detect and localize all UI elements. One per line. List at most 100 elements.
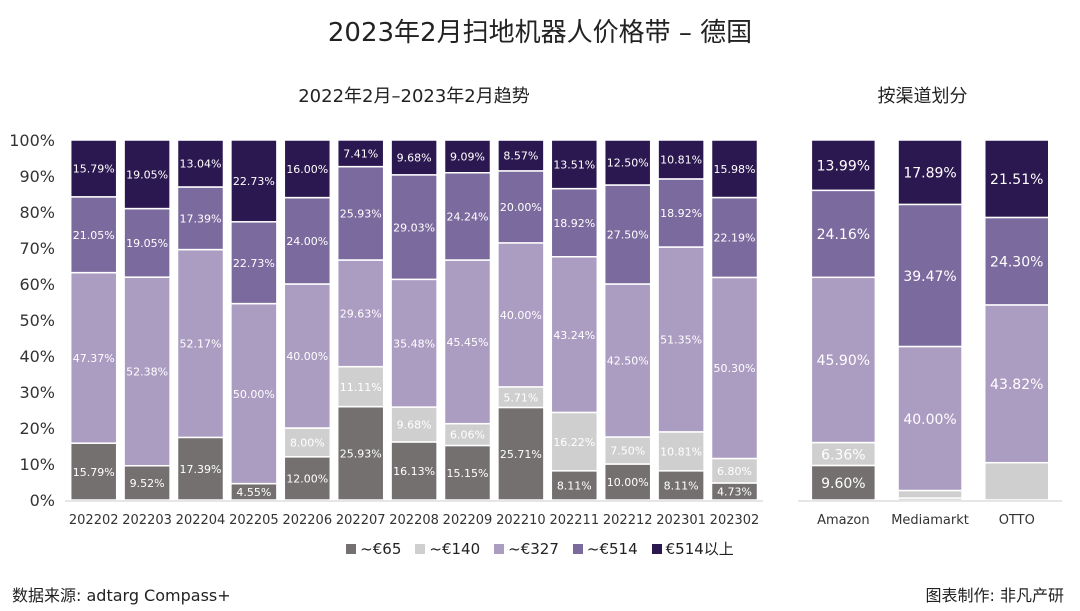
data-label: 7.41%	[343, 147, 378, 160]
trend-subtitle: 2022年2月–2023年2月趋势	[298, 86, 530, 107]
data-label: 22.73%	[233, 257, 275, 270]
bar-segment	[550, 411, 599, 472]
x-tick-label: 202203	[122, 513, 172, 528]
data-label: 9.68%	[397, 152, 432, 165]
bar-segment	[710, 139, 759, 199]
data-label: 9.68%	[397, 419, 432, 432]
x-tick-label: 202211	[549, 513, 599, 528]
data-label: 15.79%	[73, 466, 115, 479]
data-label: 50.00%	[233, 388, 275, 401]
bar-segment	[443, 259, 492, 425]
bar-segment	[497, 406, 545, 501]
bar-segment	[336, 405, 385, 501]
x-tick-label: 202302	[710, 513, 760, 528]
x-tick-label: 202209	[443, 513, 493, 528]
bar-segment	[984, 461, 1050, 501]
data-label: 18.92%	[660, 207, 702, 220]
bar-segment	[710, 276, 759, 460]
data-label: 20.00%	[500, 201, 542, 214]
data-label: 12.00%	[286, 473, 328, 486]
data-label: 39.47%	[903, 269, 956, 285]
bar-segment	[984, 304, 1050, 464]
data-label: 50.30%	[714, 362, 756, 375]
data-label: 40.00%	[286, 350, 328, 363]
bar-segment	[810, 189, 877, 279]
data-label: 13.04%	[180, 158, 222, 171]
bar-segment	[897, 489, 963, 499]
bar-segment	[390, 174, 438, 281]
x-tick-label: 202212	[603, 513, 653, 528]
bar-segment	[810, 276, 877, 444]
data-label: 43.82%	[990, 377, 1043, 393]
bar-segment	[603, 283, 652, 438]
data-label: 13.99%	[817, 158, 870, 174]
bar-segment	[550, 255, 599, 414]
bar-segment	[710, 457, 759, 484]
legend-item: ~€514	[572, 538, 638, 559]
bar-segment	[69, 196, 118, 274]
y-tick-label: 50%	[19, 311, 55, 330]
bar-segment	[123, 207, 171, 278]
bar-segment	[443, 444, 492, 501]
data-source: 数据来源: adtarg Compass+	[12, 586, 231, 605]
bar-segment	[390, 441, 438, 501]
data-label: 52.17%	[180, 338, 222, 351]
legend-swatch	[651, 543, 662, 554]
legend-label: €514以上	[665, 540, 734, 558]
bar-segment	[810, 139, 877, 192]
bar-segment	[657, 431, 705, 472]
bar-segment	[497, 139, 545, 172]
data-label: 12.50%	[607, 157, 649, 170]
legend-item: ~€140	[415, 538, 480, 559]
data-label: 16.00%	[286, 163, 328, 176]
bar-segment	[603, 463, 652, 501]
legend-item: €514以上	[651, 538, 734, 559]
bar-segment	[283, 139, 332, 199]
data-label: 17.39%	[180, 463, 222, 476]
data-label: 8.11%	[664, 480, 699, 493]
data-label: 24.00%	[286, 235, 328, 248]
data-label: 4.55%	[236, 486, 271, 499]
x-tick-label: Amazon	[817, 513, 870, 528]
data-label: 24.24%	[447, 211, 489, 224]
legend-label: ~€327	[508, 539, 559, 558]
bar-segment	[69, 139, 118, 198]
bar-segment	[603, 139, 652, 186]
x-tick-label: 202206	[282, 513, 332, 528]
data-label: 45.90%	[817, 353, 870, 369]
legend-swatch	[346, 543, 357, 554]
y-tick-label: 40%	[19, 347, 55, 366]
data-label: 11.11%	[340, 381, 382, 394]
data-label: 9.09%	[450, 151, 485, 164]
x-tick-label: 202205	[229, 513, 279, 528]
data-label: 6.06%	[450, 429, 485, 442]
y-tick-label: 80%	[19, 203, 55, 222]
y-tick-label: 10%	[19, 455, 55, 474]
data-label: 15.79%	[73, 163, 115, 176]
bar-segment	[123, 276, 171, 467]
bar-segment	[657, 139, 705, 180]
legend-label: ~€65	[360, 539, 402, 558]
bar-segment	[336, 139, 385, 168]
legend-swatch	[494, 543, 505, 554]
data-label: 25.93%	[340, 207, 382, 220]
bar-segment	[984, 139, 1050, 219]
bar-segment	[123, 464, 171, 501]
data-label: 9.52%	[130, 477, 165, 490]
bar-segment	[657, 470, 705, 501]
data-label: 9.60%	[821, 476, 865, 492]
y-tick-label: 30%	[19, 383, 55, 402]
x-tick-label: 202210	[496, 513, 546, 528]
data-label: 40.00%	[500, 309, 542, 322]
data-label: 10.81%	[660, 446, 702, 459]
data-label: 13.51%	[553, 158, 595, 171]
data-label: 35.48%	[393, 337, 435, 350]
legend-item: ~€327	[494, 538, 559, 559]
data-label: 21.51%	[990, 172, 1043, 188]
data-label: 10.00%	[607, 476, 649, 489]
bar-segment	[897, 345, 963, 492]
bar-segment	[443, 139, 492, 174]
data-label: 7.50%	[610, 445, 645, 458]
data-label: 25.93%	[340, 448, 382, 461]
